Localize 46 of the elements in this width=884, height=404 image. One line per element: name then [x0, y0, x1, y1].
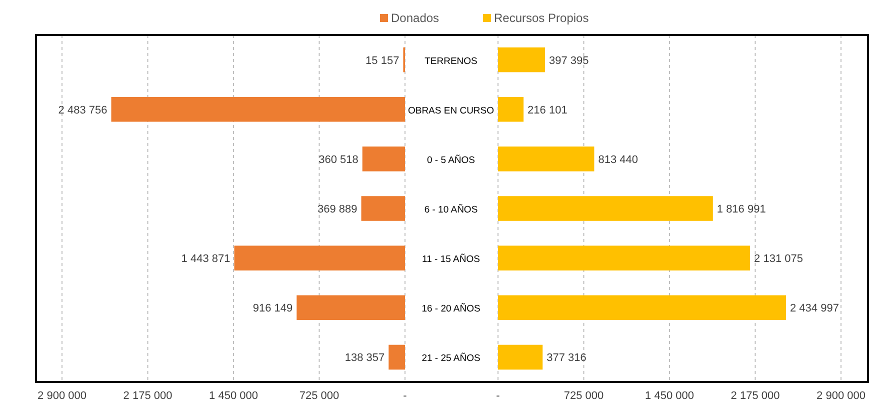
bar	[361, 196, 405, 221]
data-label: 1 443 871	[181, 253, 230, 266]
bar	[498, 146, 594, 172]
bar	[498, 96, 524, 122]
x-tick-label: 2 175 000	[730, 390, 780, 402]
x-tick-label: 725 000	[564, 390, 604, 402]
x-tick-label: 2 175 000	[123, 390, 172, 402]
y-tick-label: 21 - 25 AÑOS	[422, 352, 480, 364]
legend-label: Recursos Propios	[494, 11, 589, 25]
data-label: 2 131 075	[754, 253, 803, 266]
bar	[498, 344, 543, 370]
data-label: 2 483 756	[58, 104, 108, 116]
bar	[498, 246, 750, 270]
data-label: 360 518	[318, 154, 358, 166]
y-tick-label: OBRAS EN CURSO	[408, 105, 494, 116]
data-label: 216 101	[528, 104, 568, 116]
data-label: 397 395	[549, 54, 589, 67]
y-tick-label: TERRENOS	[424, 56, 478, 67]
y-tick-label: 16 - 20 AÑOS	[422, 302, 480, 315]
y-tick-label: 0 - 5 AÑOS	[426, 154, 476, 166]
bar	[498, 47, 545, 72]
bar	[388, 344, 405, 370]
bar	[296, 295, 405, 320]
y-tick-label: 11 - 15 AÑOS	[422, 253, 480, 266]
data-label: 377 316	[546, 352, 586, 364]
bar	[111, 96, 405, 122]
data-label: 15 157	[366, 54, 400, 67]
x-tick-label: 1 450 000	[645, 390, 694, 402]
data-label: 138 357	[344, 352, 385, 364]
data-label: 2 434 997	[790, 302, 839, 315]
x-tick-label: 1 450 000	[209, 390, 258, 402]
bar	[498, 295, 786, 320]
data-label: 1 816 991	[716, 204, 766, 216]
data-label: 813 440	[598, 154, 638, 166]
x-tick-label: 2 900 000	[816, 390, 866, 402]
x-tick-label: 2 900 000	[38, 390, 86, 402]
y-tick-label: 6 - 10 AÑOS	[424, 204, 478, 216]
data-label: 916 149	[252, 302, 293, 315]
x-tick-label: -	[496, 390, 500, 402]
bar	[234, 246, 405, 270]
bar	[498, 196, 713, 221]
x-tick-label: 725 000	[299, 390, 340, 402]
legend-label: Donados	[391, 11, 440, 25]
data-label: 369 889	[317, 204, 358, 216]
x-tick-label: -	[403, 390, 408, 402]
bar	[362, 146, 405, 172]
